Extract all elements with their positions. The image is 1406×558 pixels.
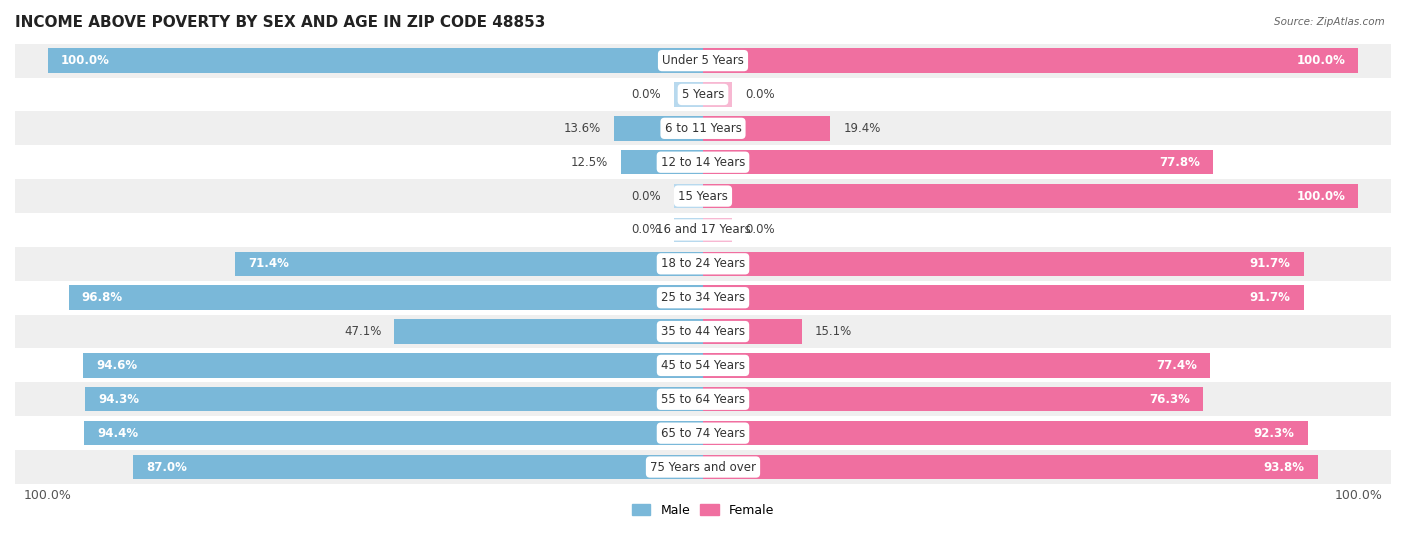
Bar bbox=[703, 82, 733, 107]
Bar bbox=[703, 421, 1308, 445]
Text: 77.8%: 77.8% bbox=[1159, 156, 1199, 169]
Text: 76.3%: 76.3% bbox=[1149, 393, 1189, 406]
Text: 19.4%: 19.4% bbox=[844, 122, 880, 135]
Bar bbox=[48, 49, 703, 73]
Bar bbox=[15, 213, 1391, 247]
Text: 0.0%: 0.0% bbox=[631, 190, 661, 203]
Text: 5 Years: 5 Years bbox=[682, 88, 724, 101]
Bar bbox=[15, 44, 1391, 78]
Text: 92.3%: 92.3% bbox=[1254, 427, 1295, 440]
Text: 94.6%: 94.6% bbox=[96, 359, 138, 372]
Bar bbox=[703, 319, 801, 344]
Bar bbox=[673, 184, 703, 208]
Text: 100.0%: 100.0% bbox=[1296, 54, 1346, 67]
Text: INCOME ABOVE POVERTY BY SEX AND AGE IN ZIP CODE 48853: INCOME ABOVE POVERTY BY SEX AND AGE IN Z… bbox=[15, 15, 546, 30]
Legend: Male, Female: Male, Female bbox=[627, 499, 779, 522]
Text: 93.8%: 93.8% bbox=[1264, 460, 1305, 474]
Text: 0.0%: 0.0% bbox=[745, 223, 775, 237]
Bar bbox=[394, 319, 703, 344]
Bar bbox=[703, 387, 1204, 411]
Text: 13.6%: 13.6% bbox=[564, 122, 600, 135]
Bar bbox=[703, 252, 1303, 276]
Text: Under 5 Years: Under 5 Years bbox=[662, 54, 744, 67]
Bar bbox=[235, 252, 703, 276]
Text: 0.0%: 0.0% bbox=[631, 88, 661, 101]
Text: 6 to 11 Years: 6 to 11 Years bbox=[665, 122, 741, 135]
Text: 15 Years: 15 Years bbox=[678, 190, 728, 203]
Bar bbox=[673, 82, 703, 107]
Text: 94.4%: 94.4% bbox=[97, 427, 139, 440]
Bar bbox=[703, 184, 1358, 208]
Text: 100.0%: 100.0% bbox=[1296, 190, 1346, 203]
Bar bbox=[703, 455, 1317, 479]
Bar bbox=[15, 112, 1391, 145]
Text: 15.1%: 15.1% bbox=[815, 325, 852, 338]
Text: 16 and 17 Years: 16 and 17 Years bbox=[655, 223, 751, 237]
Bar bbox=[614, 116, 703, 141]
Bar bbox=[15, 349, 1391, 382]
Text: 87.0%: 87.0% bbox=[146, 460, 187, 474]
Bar bbox=[621, 150, 703, 175]
Bar bbox=[703, 150, 1213, 175]
Text: 77.4%: 77.4% bbox=[1156, 359, 1197, 372]
Text: 94.3%: 94.3% bbox=[98, 393, 139, 406]
Bar bbox=[703, 49, 1358, 73]
Text: 75 Years and over: 75 Years and over bbox=[650, 460, 756, 474]
Bar bbox=[15, 281, 1391, 315]
Text: Source: ZipAtlas.com: Source: ZipAtlas.com bbox=[1274, 17, 1385, 27]
Bar bbox=[15, 315, 1391, 349]
Text: 25 to 34 Years: 25 to 34 Years bbox=[661, 291, 745, 304]
Bar bbox=[15, 416, 1391, 450]
Text: 12 to 14 Years: 12 to 14 Years bbox=[661, 156, 745, 169]
Bar bbox=[15, 247, 1391, 281]
Bar bbox=[69, 286, 703, 310]
Bar bbox=[83, 353, 703, 378]
Bar bbox=[703, 116, 830, 141]
Text: 45 to 54 Years: 45 to 54 Years bbox=[661, 359, 745, 372]
Bar bbox=[15, 78, 1391, 112]
Text: 71.4%: 71.4% bbox=[249, 257, 290, 270]
Text: 100.0%: 100.0% bbox=[60, 54, 110, 67]
Bar bbox=[703, 353, 1211, 378]
Text: 91.7%: 91.7% bbox=[1250, 291, 1291, 304]
Bar bbox=[15, 382, 1391, 416]
Text: 55 to 64 Years: 55 to 64 Years bbox=[661, 393, 745, 406]
Bar bbox=[673, 218, 703, 242]
Bar bbox=[15, 450, 1391, 484]
Bar bbox=[15, 145, 1391, 179]
Text: 0.0%: 0.0% bbox=[745, 88, 775, 101]
Text: 35 to 44 Years: 35 to 44 Years bbox=[661, 325, 745, 338]
Bar bbox=[703, 286, 1303, 310]
Text: 18 to 24 Years: 18 to 24 Years bbox=[661, 257, 745, 270]
Text: 0.0%: 0.0% bbox=[631, 223, 661, 237]
Text: 91.7%: 91.7% bbox=[1250, 257, 1291, 270]
Bar bbox=[703, 218, 733, 242]
Text: 47.1%: 47.1% bbox=[344, 325, 381, 338]
Bar bbox=[84, 421, 703, 445]
Text: 96.8%: 96.8% bbox=[82, 291, 122, 304]
Text: 12.5%: 12.5% bbox=[571, 156, 607, 169]
Text: 65 to 74 Years: 65 to 74 Years bbox=[661, 427, 745, 440]
Bar bbox=[134, 455, 703, 479]
Bar bbox=[15, 179, 1391, 213]
Bar bbox=[86, 387, 703, 411]
